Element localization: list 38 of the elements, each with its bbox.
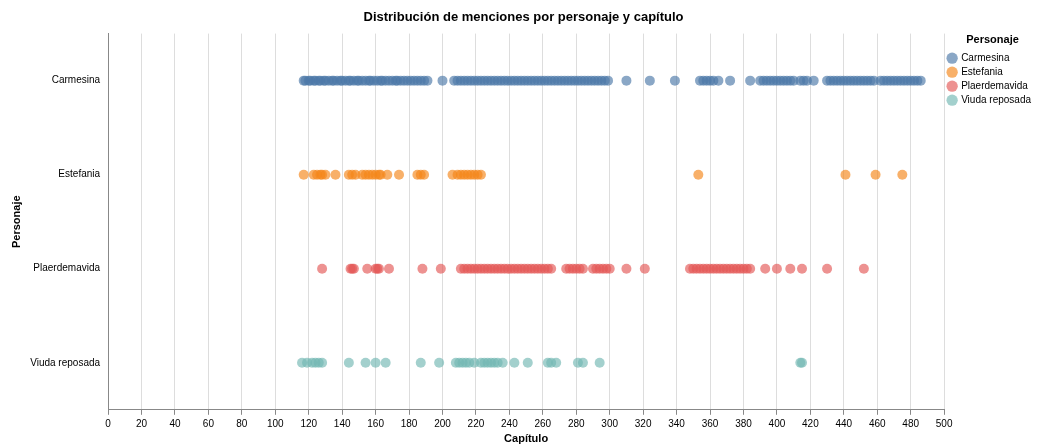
x-tick-label: 240 — [501, 417, 519, 429]
x-tick-label: 400 — [768, 417, 786, 429]
x-tick-label: 80 — [236, 417, 248, 429]
x-tick-label: 200 — [434, 417, 452, 429]
y-tick-label: Estefania — [58, 168, 101, 180]
y-axis-title: Personaje — [966, 32, 1019, 45]
legend-label: Viuda reposada — [961, 93, 1032, 105]
y-tick-label: Plaerdemavida — [33, 262, 101, 274]
x-tick-label: 320 — [634, 417, 652, 429]
legend-title: Personaje — [9, 195, 22, 248]
x-tick-label: 380 — [735, 417, 753, 429]
x-tick-label: 120 — [300, 417, 318, 429]
y-tick-label: Viuda reposada — [30, 356, 101, 368]
chart-title: Distribución de menciones por personaje y capítulo — [363, 9, 684, 25]
legend-label: Estefania — [961, 65, 1004, 77]
x-tick-label: 160 — [367, 417, 385, 429]
x-tick-label: 360 — [701, 417, 719, 429]
x-tick-label: 420 — [802, 417, 820, 429]
x-tick-label: 340 — [668, 417, 686, 429]
x-tick-label: 220 — [467, 417, 485, 429]
x-tick-label: 40 — [169, 417, 181, 429]
x-tick-label: 140 — [333, 417, 351, 429]
legend-label: Carmesina — [961, 51, 1010, 63]
legend-label: Plaerdemavida — [961, 79, 1029, 91]
x-tick-label: 440 — [835, 417, 853, 429]
x-tick-label: 260 — [534, 417, 552, 429]
x-tick-label: 20 — [135, 417, 148, 429]
x-tick-label: 300 — [601, 417, 619, 429]
x-tick-label: 60 — [202, 417, 215, 429]
x-tick-label: 460 — [868, 417, 887, 429]
x-tick-label: 280 — [567, 417, 586, 429]
x-tick-label: 480 — [902, 417, 920, 429]
x-tick-label: 180 — [400, 417, 418, 429]
x-tick-label: 0 — [105, 417, 112, 429]
x-tick-label: 100 — [266, 417, 285, 429]
x-axis-title: Capítulo — [504, 432, 549, 445]
y-tick-label: Carmesina — [51, 74, 101, 86]
x-tick-label: 500 — [935, 417, 953, 429]
